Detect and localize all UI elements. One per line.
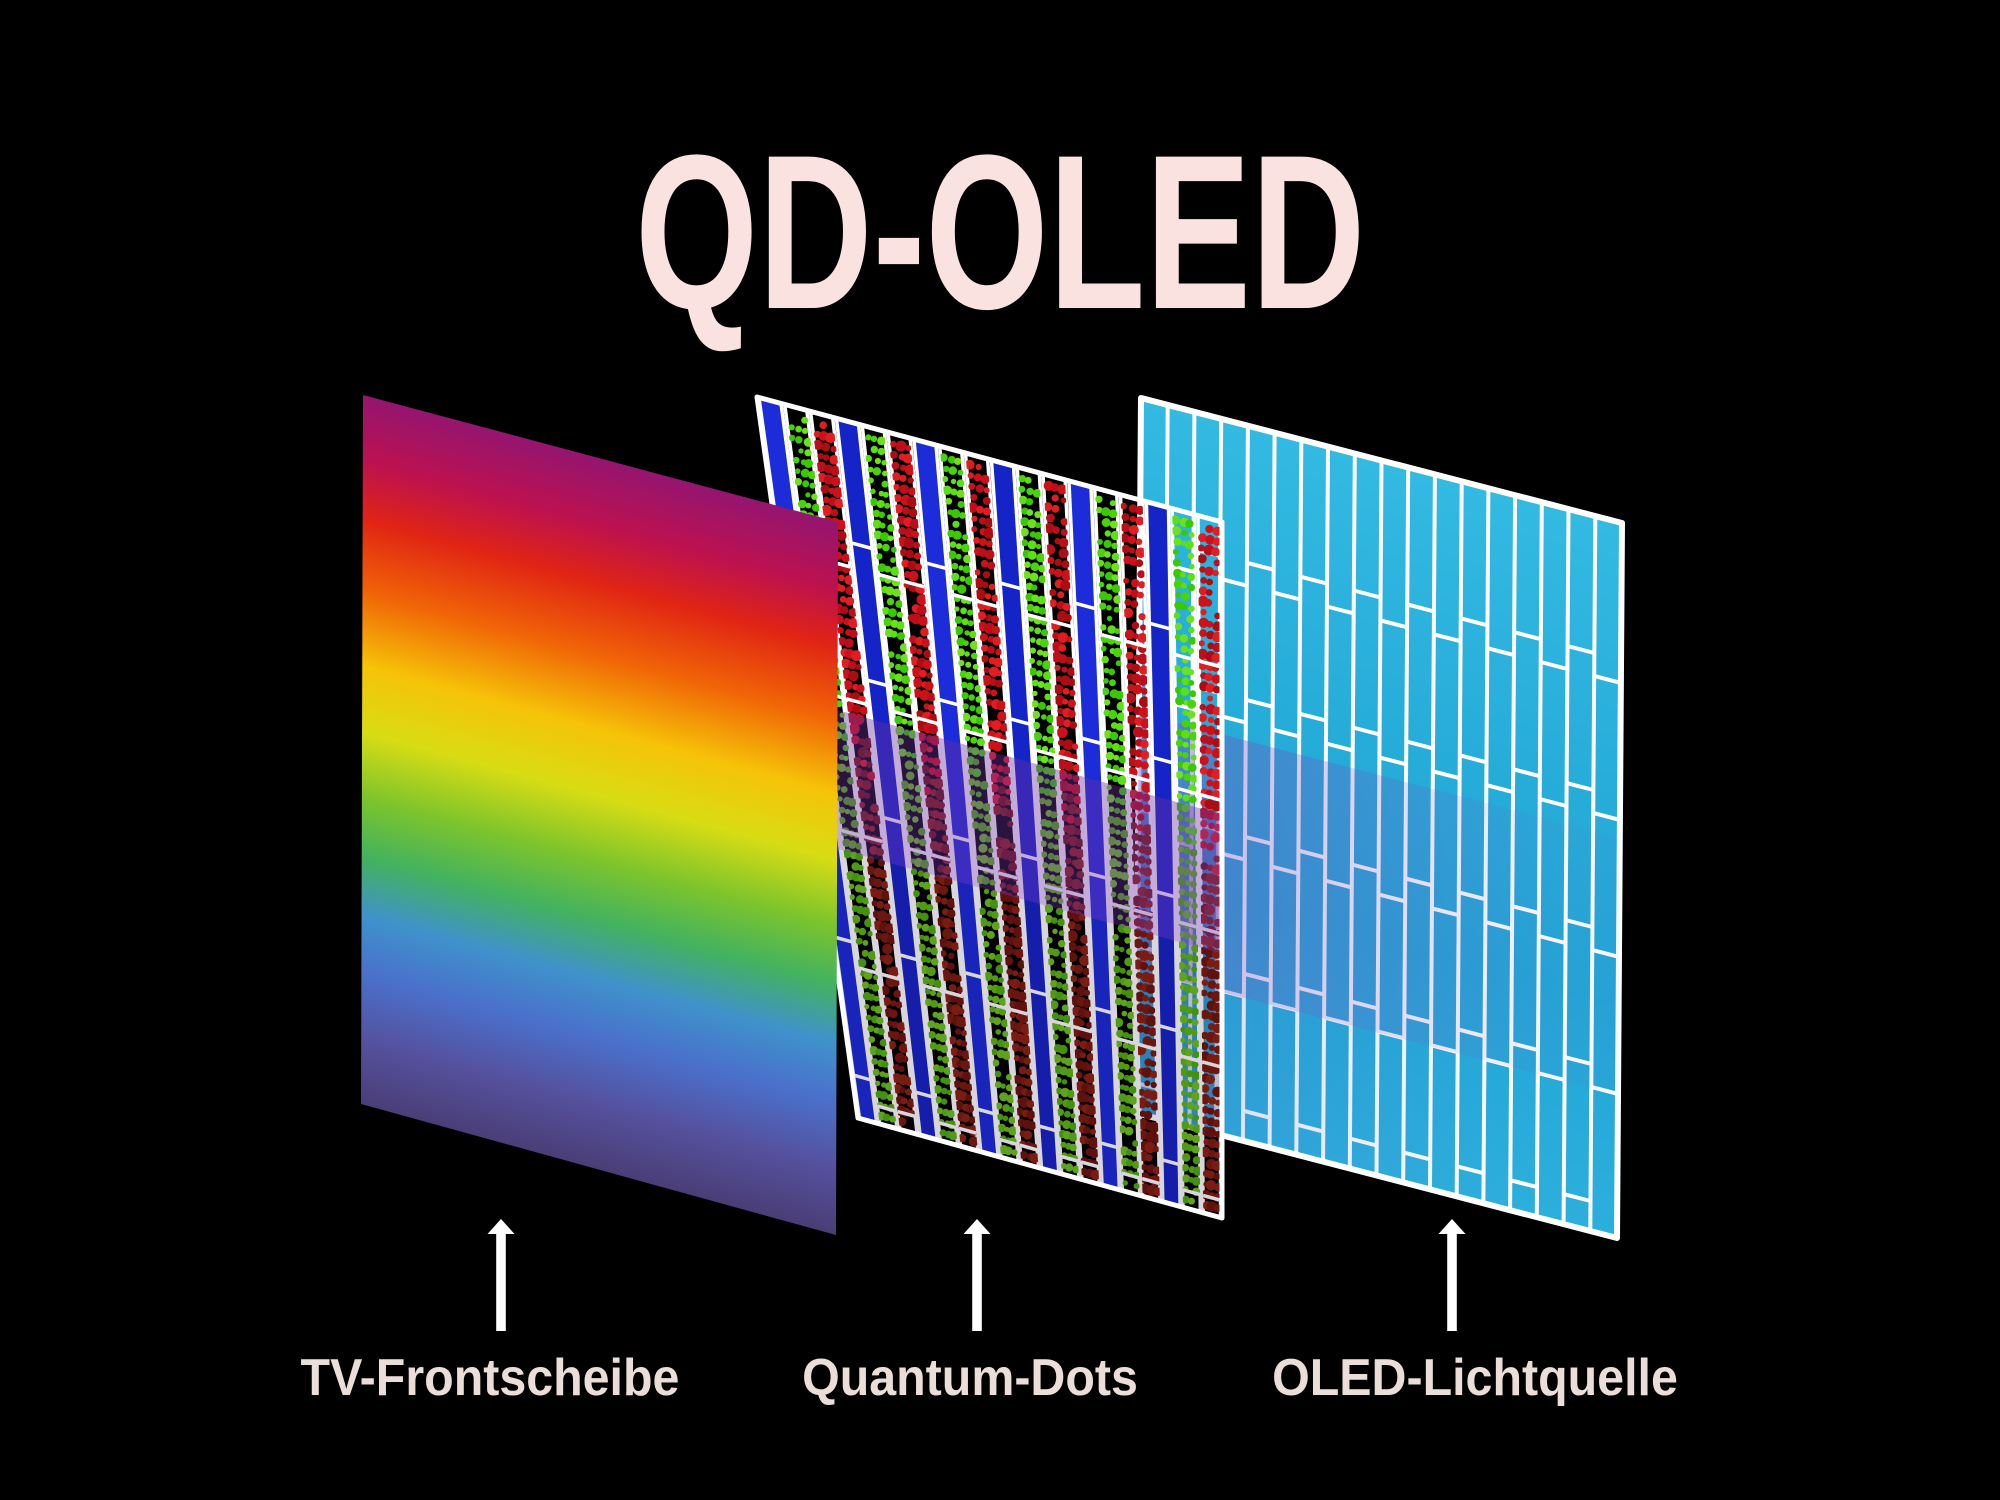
green-dot-stripe bbox=[939, 453, 1018, 1156]
green-dot-stripe bbox=[1172, 515, 1201, 1205]
oled-light-source-panel bbox=[1133, 395, 1625, 1241]
red-dot-stripe bbox=[1198, 524, 1221, 1213]
up-arrow-3 bbox=[1438, 1219, 1466, 1331]
green-dot-stripe bbox=[1095, 495, 1140, 1190]
green-dot-stripe bbox=[864, 434, 958, 1141]
up-arrow-2 bbox=[963, 1219, 991, 1331]
page-title: QD-OLED bbox=[0, 122, 2000, 342]
quantum-dot-layer-panel bbox=[754, 394, 1225, 1221]
label-tv-frontscheibe: TV-Frontscheibe bbox=[300, 1349, 680, 1407]
label-oled-lichtquelle: OLED-Lichtquelle bbox=[1272, 1349, 1678, 1407]
label-quantum-dots: Quantum-Dots bbox=[802, 1349, 1138, 1407]
page-title-text: QD-OLED bbox=[634, 109, 1366, 355]
up-arrow-1 bbox=[487, 1219, 515, 1331]
tv-front-glass-panel bbox=[361, 395, 838, 1235]
red-dot-stripe bbox=[1120, 502, 1160, 1197]
red-dot-stripe bbox=[1043, 480, 1100, 1181]
green-dot-stripe bbox=[1018, 475, 1079, 1174]
red-dot-stripe bbox=[812, 421, 916, 1127]
